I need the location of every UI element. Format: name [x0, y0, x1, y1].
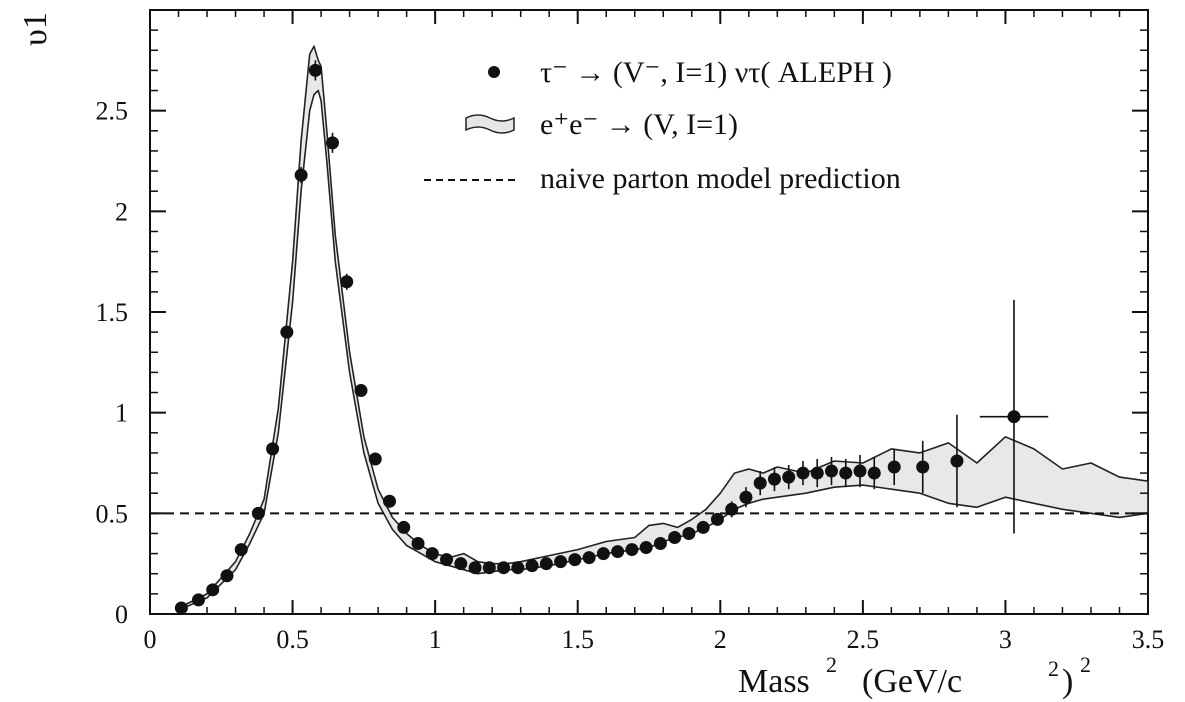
- aleph-point: [611, 545, 625, 559]
- aleph-point: [1007, 410, 1021, 424]
- aleph-point: [916, 460, 930, 474]
- x-tick-label: 0: [144, 625, 157, 654]
- aleph-point: [440, 553, 454, 567]
- x-tick-label: 2.5: [847, 625, 880, 654]
- aleph-point: [340, 275, 354, 289]
- aleph-point: [682, 526, 696, 540]
- aleph-point: [251, 506, 265, 520]
- aleph-point: [739, 490, 753, 504]
- aleph-point: [753, 476, 767, 490]
- legend-marker-aleph: [488, 66, 500, 78]
- aleph-point: [853, 464, 867, 478]
- aleph-point: [294, 168, 308, 182]
- aleph-point: [696, 520, 710, 534]
- aleph-point: [625, 543, 639, 557]
- x-tick-label: 3.5: [1132, 625, 1165, 654]
- legend-marker-band: [465, 114, 515, 134]
- aleph-point: [425, 547, 439, 561]
- y-tick-label: 1: [115, 399, 128, 428]
- aleph-point: [839, 466, 853, 480]
- aleph-point: [280, 325, 294, 339]
- y-tick-label: 0.5: [96, 499, 129, 528]
- aleph-point: [568, 553, 582, 567]
- aleph-point: [191, 593, 205, 607]
- aleph-point: [796, 466, 810, 480]
- x-axis-title-units: (GeV/c: [862, 663, 962, 700]
- aleph-point: [554, 555, 568, 569]
- y-tick-label: 0: [115, 600, 128, 629]
- aleph-point: [368, 452, 382, 466]
- y-tick-label: 2.5: [96, 97, 129, 126]
- x-axis-title-exp2: 2: [1048, 656, 1059, 681]
- aleph-point: [824, 464, 838, 478]
- aleph-point: [454, 557, 468, 571]
- aleph-point: [383, 494, 397, 508]
- aleph-point: [950, 454, 964, 468]
- aleph-point: [354, 384, 368, 398]
- aleph-point: [174, 601, 188, 615]
- legend: τ⁻ → (V⁻, I=1) ντ( ALEPH ) e⁺e⁻ → (V, I=…: [424, 56, 901, 195]
- aleph-point: [234, 543, 248, 557]
- x-axis-title-close: ): [1062, 663, 1073, 700]
- aleph-point: [810, 466, 824, 480]
- aleph-point: [887, 460, 901, 474]
- aleph-point: [411, 537, 425, 551]
- x-axis-title: Mass 2 (GeV/c 2 ) 2: [738, 652, 1091, 700]
- aleph-point: [397, 520, 411, 534]
- aleph-point: [468, 561, 482, 575]
- aleph-point: [497, 561, 511, 575]
- y-tick-label: 2: [115, 197, 128, 226]
- aleph-point: [325, 136, 339, 150]
- aleph-point: [539, 557, 553, 571]
- x-axis-title-exp3: 2: [1080, 652, 1091, 677]
- aleph-point: [582, 551, 596, 565]
- aleph-point: [220, 569, 234, 583]
- aleph-point: [767, 472, 781, 486]
- aleph-point: [266, 442, 280, 456]
- aleph-point: [725, 502, 739, 516]
- x-tick-label: 1: [429, 625, 442, 654]
- y-axis-title: υ1: [17, 12, 54, 46]
- aleph-point: [668, 530, 682, 544]
- aleph-point: [653, 537, 667, 551]
- x-tick-label: 1.5: [561, 625, 594, 654]
- legend-label-aleph: τ⁻ → (V⁻, I=1) ντ( ALEPH ): [540, 56, 892, 89]
- aleph-point: [482, 561, 496, 575]
- aleph-point: [867, 466, 881, 480]
- aleph-point: [308, 63, 322, 77]
- aleph-point: [525, 559, 539, 573]
- x-tick-label: 2: [714, 625, 727, 654]
- plot-frame: [149, 9, 1149, 615]
- aleph-point: [511, 561, 525, 575]
- axis-ticks-layer: 0 0.5 1 1.5 2 2.5 3 3.5 0 0.5 1 1.5 2 2.5: [96, 10, 1165, 654]
- legend-label-band: e⁺e⁻ → (V, I=1): [540, 108, 738, 141]
- x-tick-label: 0.5: [276, 625, 309, 654]
- x-axis-title-exp1: 2: [826, 652, 837, 677]
- y-tick-label: 1.5: [96, 298, 129, 327]
- aleph-points-layer: [174, 60, 1049, 615]
- aleph-point: [710, 512, 724, 526]
- legend-label-dashed: naive parton model prediction: [540, 162, 901, 195]
- aleph-point: [206, 583, 220, 597]
- aleph-point: [782, 470, 796, 484]
- aleph-point: [639, 541, 653, 555]
- x-axis-title-base: Mass: [738, 663, 810, 700]
- x-tick-label: 3: [999, 625, 1012, 654]
- aleph-point: [596, 547, 610, 561]
